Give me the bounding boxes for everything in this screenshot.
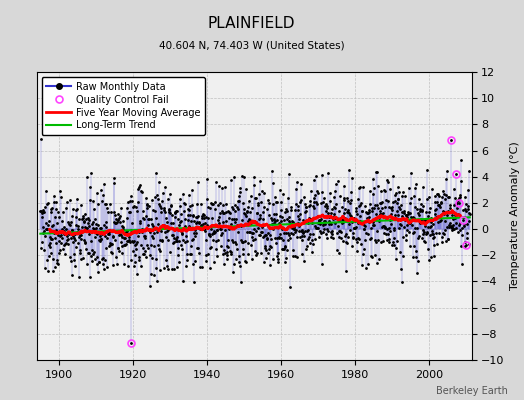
Text: Berkeley Earth: Berkeley Earth <box>436 386 508 396</box>
Text: PLAINFIELD: PLAINFIELD <box>208 16 295 31</box>
Y-axis label: Temperature Anomaly (°C): Temperature Anomaly (°C) <box>510 142 520 290</box>
Text: 40.604 N, 74.403 W (United States): 40.604 N, 74.403 W (United States) <box>159 40 344 50</box>
Legend: Raw Monthly Data, Quality Control Fail, Five Year Moving Average, Long-Term Tren: Raw Monthly Data, Quality Control Fail, … <box>41 77 205 135</box>
